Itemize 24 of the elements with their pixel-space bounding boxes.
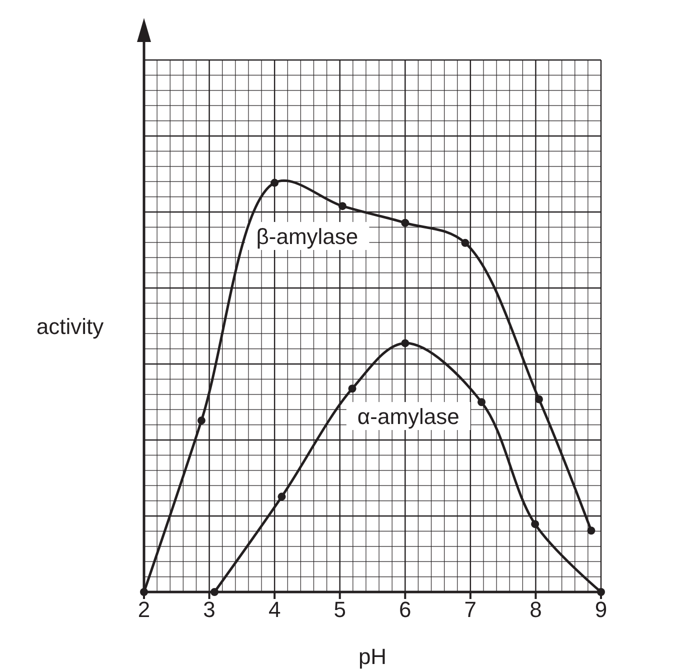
point xyxy=(461,238,470,247)
point xyxy=(197,416,206,425)
x-tick-label: 2 xyxy=(138,597,150,622)
point xyxy=(531,520,540,528)
series-label: β-amylase xyxy=(256,224,358,249)
point xyxy=(534,395,543,404)
x-axis-title: pH xyxy=(358,644,387,669)
x-tick-label: 4 xyxy=(268,597,281,622)
x-tick-label: 6 xyxy=(399,597,412,622)
point xyxy=(478,398,486,406)
point xyxy=(338,202,346,210)
point xyxy=(278,492,286,501)
x-tick-label: 8 xyxy=(530,597,542,622)
point xyxy=(587,526,596,535)
point xyxy=(401,218,410,227)
point xyxy=(348,384,356,393)
point xyxy=(401,339,410,348)
x-tick-label: 5 xyxy=(334,597,346,622)
point xyxy=(270,178,279,187)
series-label: α-amylase xyxy=(357,404,460,430)
x-tick-label: 3 xyxy=(203,597,216,622)
x-tick-label: 7 xyxy=(464,597,477,622)
y-axis-title: activity xyxy=(36,314,104,339)
x-tick-label: 9 xyxy=(594,597,608,622)
